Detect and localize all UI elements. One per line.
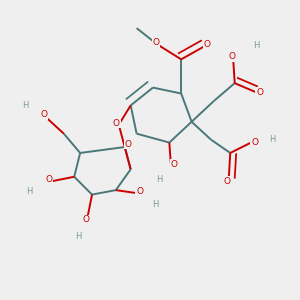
Text: O: O bbox=[113, 119, 120, 128]
Text: O: O bbox=[204, 40, 211, 49]
Text: H: H bbox=[253, 41, 259, 50]
Text: O: O bbox=[136, 187, 143, 196]
Text: O: O bbox=[228, 52, 235, 61]
Text: H: H bbox=[157, 175, 163, 184]
Text: O: O bbox=[82, 215, 90, 224]
Text: O: O bbox=[256, 88, 263, 97]
Text: H: H bbox=[269, 134, 275, 143]
Text: O: O bbox=[125, 140, 132, 148]
Text: H: H bbox=[22, 101, 28, 110]
Text: O: O bbox=[224, 177, 231, 186]
Text: O: O bbox=[251, 138, 258, 147]
Text: H: H bbox=[26, 187, 33, 196]
Text: H: H bbox=[152, 200, 158, 209]
Text: H: H bbox=[75, 232, 81, 241]
Text: O: O bbox=[152, 38, 159, 47]
Text: O: O bbox=[45, 175, 52, 184]
Text: O: O bbox=[170, 160, 177, 169]
Text: O: O bbox=[40, 110, 47, 119]
